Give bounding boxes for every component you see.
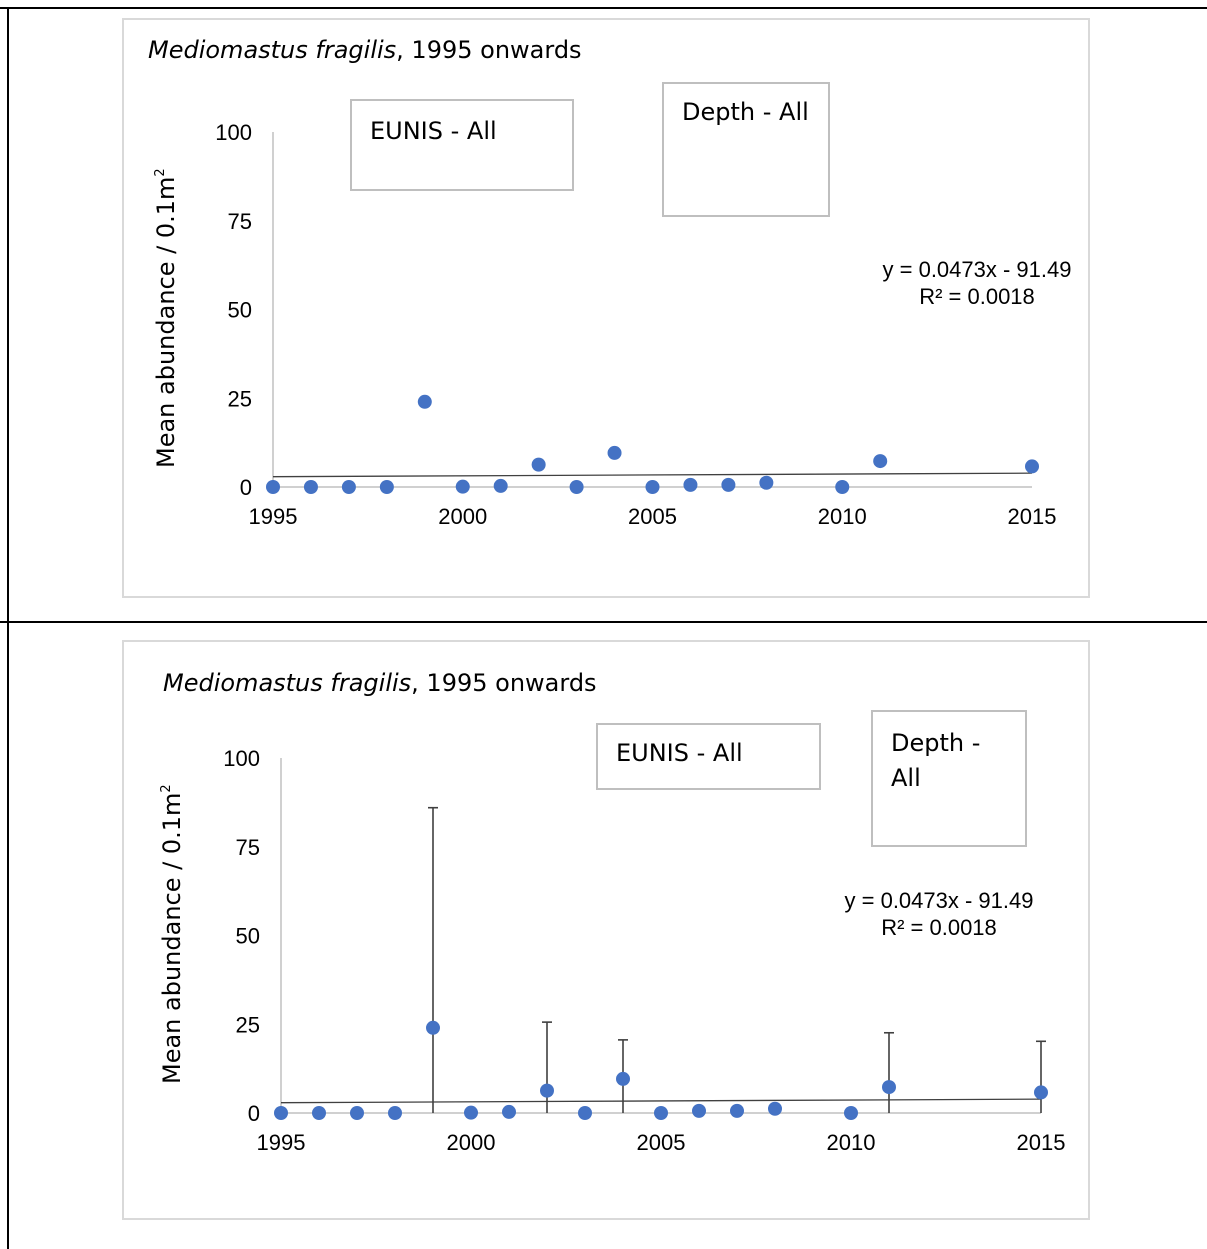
chart-1-trend-equation-block: y = 0.0473x - 91.49 R² = 0.0018 <box>862 256 1092 310</box>
table-border-top <box>0 7 1207 9</box>
data-point <box>730 1103 744 1118</box>
x-tick-label: 2000 <box>447 1130 496 1155</box>
x-tick-label: 1995 <box>257 1130 306 1155</box>
data-point <box>540 1083 554 1098</box>
data-point <box>759 475 774 490</box>
chart-1-trend-equation: y = 0.0473x - 91.49 <box>882 257 1072 282</box>
x-tick-label: 2005 <box>628 504 677 529</box>
data-point <box>379 480 394 494</box>
data-point <box>388 1106 402 1120</box>
data-point <box>578 1106 592 1120</box>
data-point <box>835 480 850 494</box>
chart-1-frame <box>122 18 1090 598</box>
y-tick-label: 75 <box>228 209 252 234</box>
data-point <box>502 1104 516 1119</box>
data-point <box>607 445 622 460</box>
table-border-middle <box>0 621 1207 623</box>
chart-1-depth-label: Depth - All <box>682 98 809 126</box>
chart-2-trend-equation-block: y = 0.0473x - 91.49 R² = 0.0018 <box>824 887 1054 941</box>
data-point <box>1034 1085 1048 1100</box>
data-point <box>844 1106 858 1120</box>
y-tick-label: 100 <box>215 120 252 145</box>
data-point <box>303 480 318 494</box>
data-point <box>266 480 280 494</box>
x-tick-label: 2015 <box>1008 504 1057 529</box>
data-point <box>692 1103 706 1118</box>
x-tick-label: 2015 <box>1017 1130 1066 1155</box>
data-point <box>882 1080 896 1095</box>
data-point <box>768 1101 782 1116</box>
trend-line <box>272 472 1033 478</box>
chart-2-trend-r2: R² = 0.0018 <box>881 915 997 940</box>
x-tick-label: 2005 <box>637 1130 686 1155</box>
x-tick-label: 2000 <box>438 504 487 529</box>
data-point <box>683 477 698 492</box>
data-point <box>1025 459 1039 474</box>
table-border-left <box>7 7 9 1249</box>
data-point <box>341 480 356 494</box>
y-tick-label: 50 <box>228 298 252 323</box>
chart-2-eunis-box: EUNIS - All <box>596 723 821 790</box>
data-point <box>274 1106 288 1120</box>
data-point <box>493 478 508 493</box>
x-tick-label: 2010 <box>827 1130 876 1155</box>
y-tick-label: 0 <box>240 475 252 500</box>
chart-1-eunis-label: EUNIS - All <box>370 117 497 145</box>
chart-1-title-species: Mediomastus fragilis <box>148 36 397 64</box>
data-point <box>616 1071 630 1086</box>
x-tick-label: 1995 <box>249 504 298 529</box>
data-point <box>455 479 470 494</box>
chart-1-eunis-box: EUNIS - All <box>350 99 574 191</box>
chart-2-title: Mediomastus fragilis, 1995 onwards <box>163 669 597 697</box>
y-tick-label: 25 <box>236 1012 260 1037</box>
chart-1-title: Mediomastus fragilis, 1995 onwards <box>148 36 582 64</box>
data-point <box>721 477 736 492</box>
data-point <box>654 1106 668 1120</box>
y-tick-label: 25 <box>228 386 252 411</box>
data-point <box>417 394 432 409</box>
data-point <box>464 1105 478 1120</box>
chart-2-title-rest: , 1995 onwards <box>411 669 597 697</box>
y-tick-label: 0 <box>248 1101 260 1126</box>
chart-2-eunis-label: EUNIS - All <box>616 739 743 767</box>
data-point <box>312 1106 326 1120</box>
data-point <box>645 480 660 494</box>
x-tick-label: 2010 <box>818 504 867 529</box>
data-point <box>873 454 888 469</box>
chart-1-title-rest: , 1995 onwards <box>396 36 582 64</box>
chart-2-depth-label-line2: All <box>891 764 921 792</box>
chart-1-trend-r2: R² = 0.0018 <box>919 284 1035 309</box>
y-tick-label: 75 <box>236 835 260 860</box>
data-point <box>426 1020 440 1035</box>
chart-1-depth-box: Depth - All <box>662 82 830 217</box>
y-tick-label: 100 <box>223 746 260 771</box>
chart-2-depth-box: Depth - All <box>871 710 1027 847</box>
chart-2-depth-label-line1: Depth - <box>891 729 981 757</box>
trend-line <box>280 1098 1042 1104</box>
chart-2-title-species: Mediomastus fragilis <box>163 669 412 697</box>
data-point <box>531 457 546 472</box>
y-tick-label: 50 <box>236 924 260 949</box>
data-point <box>350 1106 364 1120</box>
chart-2-trend-equation: y = 0.0473x - 91.49 <box>844 888 1034 913</box>
data-point <box>569 480 584 494</box>
